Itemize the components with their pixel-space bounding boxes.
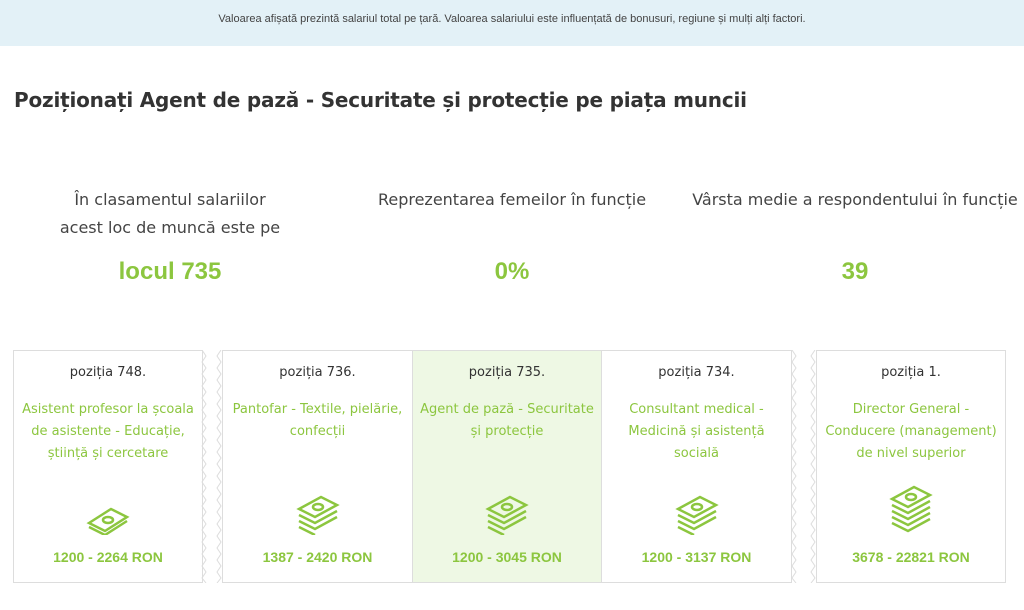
money-stack-icon [295, 495, 340, 535]
card-position: poziția 736. [279, 365, 356, 380]
stat-age-value: 39 [841, 258, 869, 285]
money-stack-icon [485, 495, 529, 535]
card-job-link[interactable]: Asistent profesor la școala de asistente… [22, 402, 194, 461]
stat-women: Reprezentarea femeilor în funcție 0% [372, 186, 652, 285]
card-position: poziția 735. [468, 365, 546, 380]
gap-separator [791, 350, 797, 583]
money-stack-icon [889, 485, 933, 533]
ranking-card-current[interactable]: poziția 735. Agent de pază - Securitate … [412, 350, 602, 583]
page-title: Poziționați Agent de pază - Securitate ș… [14, 88, 747, 112]
card-salary-range: 3678 - 22821 RON [852, 549, 970, 565]
stat-women-value: 0% [494, 258, 530, 285]
stat-ranking-label-1: În clasamentul salariilor [74, 190, 266, 209]
stat-women-label: Reprezentarea femeilor în funcție [377, 190, 647, 209]
gap-separator [810, 350, 816, 583]
stat-age-label: Vârsta medie a respondentului în funcție [692, 190, 1018, 209]
card-job-link[interactable]: Agent de pază - Securitate și protecție [420, 402, 594, 439]
card-salary-range: 1200 - 3137 RON [641, 549, 752, 565]
stat-ranking-label-2: acest loc de muncă este pe [59, 218, 281, 237]
gap-separator [216, 350, 222, 583]
ranking-card[interactable]: poziția 1. Director General - Conducere … [816, 350, 1006, 583]
info-banner: Valoarea afișată prezintă salariul total… [0, 0, 1024, 46]
card-salary-range: 1200 - 2264 RON [53, 549, 163, 565]
gap-separator [201, 350, 207, 583]
card-job-link[interactable]: Pantofar - Textile, pielărie, confecții [232, 402, 403, 439]
card-position: poziția 734. [658, 365, 735, 380]
card-job-link[interactable]: Consultant medical - Medicină și asisten… [628, 402, 765, 461]
card-position: poziția 748. [69, 365, 147, 380]
stat-ranking-value: locul 735 [118, 258, 222, 285]
card-salary-range: 1200 - 3045 RON [452, 549, 562, 565]
money-stack-icon [674, 495, 719, 535]
card-position: poziția 1. [881, 365, 941, 380]
card-salary-range: 1387 - 2420 RON [262, 549, 373, 565]
stat-age: Vârsta medie a respondentului în funcție… [690, 186, 1020, 285]
ranking-card[interactable]: poziția 748. Asistent profesor la școala… [13, 350, 203, 583]
money-stack-icon [86, 507, 130, 535]
ranking-card[interactable]: poziția 734. Consultant medical - Medici… [601, 350, 792, 583]
card-job-link[interactable]: Director General - Conducere (management… [825, 402, 997, 461]
stat-ranking: În clasamentul salariilor acest loc de m… [30, 186, 310, 285]
ranking-card[interactable]: poziția 736. Pantofar - Textile, pielări… [222, 350, 413, 583]
